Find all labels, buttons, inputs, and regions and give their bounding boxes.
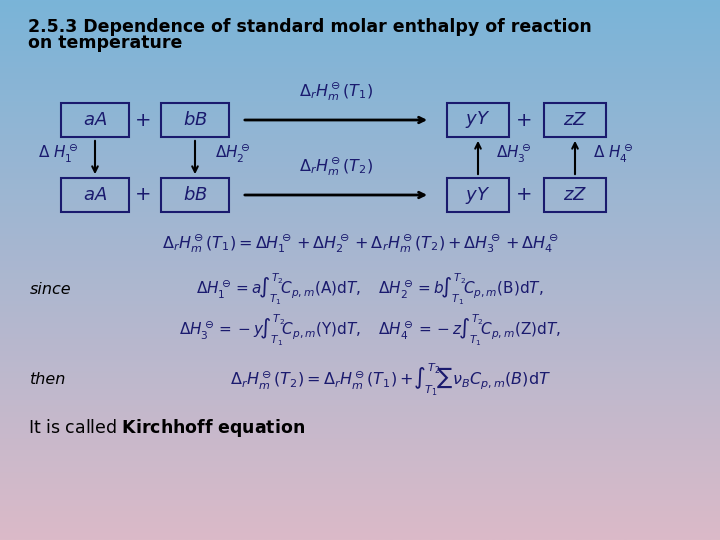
Text: $yY$: $yY$ — [465, 110, 490, 131]
Text: then: then — [30, 373, 66, 388]
Bar — [61, 178, 129, 212]
Text: $bB$: $bB$ — [183, 111, 207, 129]
Text: $bB$: $bB$ — [183, 186, 207, 204]
Text: $\Delta\ H_1^\ominus$: $\Delta\ H_1^\ominus$ — [38, 143, 78, 165]
Text: $\Delta_r H_m^\ominus(T_1)=\Delta H_1^\ominus+\Delta H_2^\ominus+\Delta_r H_m^\o: $\Delta_r H_m^\ominus(T_1)=\Delta H_1^\o… — [162, 233, 558, 255]
Bar — [161, 103, 229, 137]
Text: $zZ$: $zZ$ — [563, 111, 587, 129]
Bar — [447, 178, 509, 212]
Text: on temperature: on temperature — [28, 34, 182, 52]
Bar — [161, 178, 229, 212]
Text: $zZ$: $zZ$ — [563, 186, 587, 204]
Text: $\Delta H_3^\ominus$: $\Delta H_3^\ominus$ — [497, 143, 531, 165]
Text: It is called $\mathbf{Kirchhoff\ equation}$: It is called $\mathbf{Kirchhoff\ equatio… — [28, 417, 305, 439]
Text: $yY$: $yY$ — [465, 185, 490, 206]
Bar — [447, 103, 509, 137]
Text: $\Delta H_2^\ominus$: $\Delta H_2^\ominus$ — [215, 143, 251, 165]
Text: $+$: $+$ — [134, 111, 150, 130]
Bar — [61, 103, 129, 137]
Text: 2.5.3 Dependence of standard molar enthalpy of reaction: 2.5.3 Dependence of standard molar entha… — [28, 18, 592, 36]
Text: $\Delta\ H_4^\ominus$: $\Delta\ H_4^\ominus$ — [593, 143, 633, 165]
Text: $\Delta H_3^\ominus=-y\!\int_{T_1}^{T_2}\!C_{p,m}(\mathrm{Y})\mathrm{d}T,\quad\D: $\Delta H_3^\ominus=-y\!\int_{T_1}^{T_2}… — [179, 312, 561, 348]
Text: $\Delta_r H_m^\ominus(T_1)$: $\Delta_r H_m^\ominus(T_1)$ — [299, 80, 373, 103]
Text: $aA$: $aA$ — [83, 186, 107, 204]
Text: $\Delta_r H_m^\ominus(T_2)=\Delta_r H_m^\ominus(T_1)+\!\int_{T_1}^{T_2}\!\sum\nu: $\Delta_r H_m^\ominus(T_2)=\Delta_r H_m^… — [230, 362, 551, 398]
Text: $aA$: $aA$ — [83, 111, 107, 129]
Bar — [544, 103, 606, 137]
Text: $+$: $+$ — [515, 186, 531, 205]
Text: $\Delta_r H_m^\ominus(T_2)$: $\Delta_r H_m^\ominus(T_2)$ — [299, 156, 373, 178]
Text: $+$: $+$ — [134, 186, 150, 205]
Text: $+$: $+$ — [515, 111, 531, 130]
Text: $\Delta H_1^\ominus=a\!\int_{T_1}^{T_2}\!C_{p,m}(\mathrm{A})\mathrm{d}T,\quad\De: $\Delta H_1^\ominus=a\!\int_{T_1}^{T_2}\… — [197, 272, 544, 307]
Bar — [544, 178, 606, 212]
Text: since: since — [30, 281, 71, 296]
